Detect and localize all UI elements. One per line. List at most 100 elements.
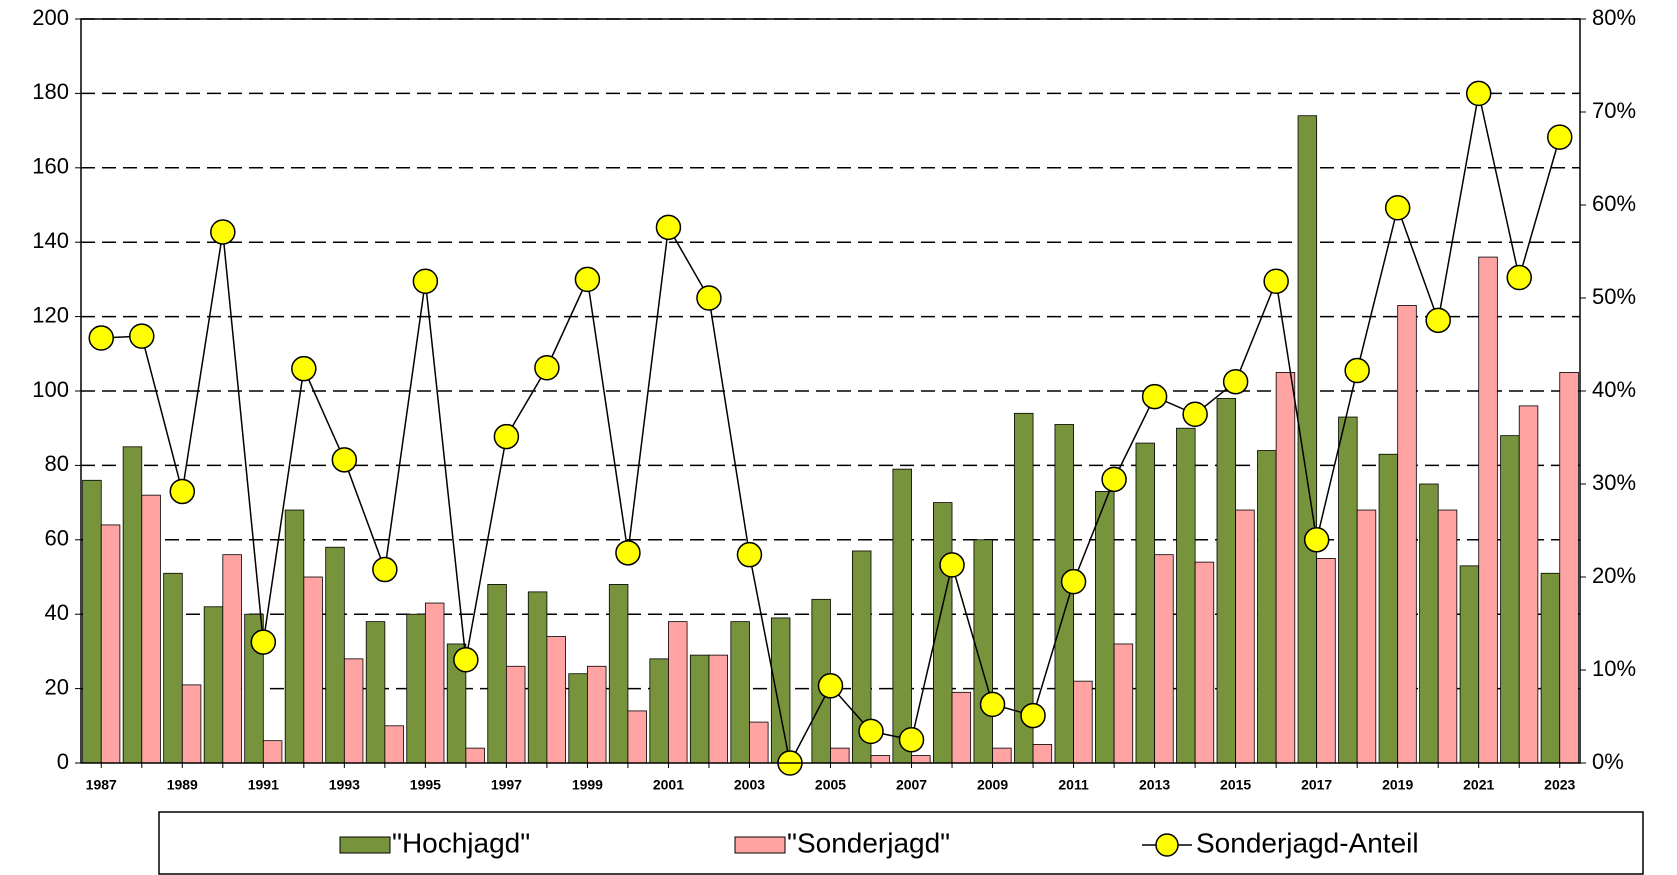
bar	[1356, 509, 1377, 764]
bar	[689, 654, 710, 764]
marker	[210, 219, 236, 245]
marker	[129, 323, 155, 349]
marker	[1141, 383, 1168, 410]
marker	[88, 325, 115, 351]
bar	[1419, 483, 1439, 764]
bar	[627, 710, 647, 764]
x-tick-label: 1999	[572, 777, 603, 793]
x-tick-label: 2009	[977, 777, 1008, 793]
bar	[830, 747, 850, 764]
bar	[122, 446, 143, 764]
bar	[1073, 680, 1093, 764]
y-tick-label: 160	[32, 154, 69, 179]
marker	[412, 268, 439, 295]
bar	[100, 524, 121, 764]
bar	[465, 747, 485, 764]
marker	[574, 266, 601, 293]
x-tick-label: 1993	[329, 777, 360, 793]
legend-label: "Hochjagd"	[392, 827, 530, 858]
y-tick-label: 0	[57, 749, 69, 774]
y2-tick-label: 40%	[1592, 377, 1636, 402]
bar	[1397, 305, 1417, 764]
marker	[696, 285, 722, 311]
bar	[546, 636, 566, 764]
marker	[1465, 80, 1492, 107]
y-tick-label: 100	[32, 377, 69, 402]
y2-tick-label: 20%	[1592, 563, 1636, 588]
bar	[587, 665, 607, 764]
bar	[1095, 491, 1115, 764]
bar	[1176, 427, 1196, 764]
marker	[1263, 268, 1289, 295]
x-tick-label: 1997	[491, 777, 522, 793]
bar	[1540, 572, 1561, 764]
x-tick-label: 2005	[815, 777, 846, 793]
marker	[939, 552, 965, 578]
x-tick-label: 2003	[734, 777, 765, 793]
x-tick-label: 1987	[86, 777, 117, 793]
bar	[325, 546, 345, 764]
bar	[284, 509, 305, 764]
marker	[1101, 466, 1127, 493]
bar	[1154, 554, 1174, 764]
bar	[1378, 453, 1399, 764]
marker	[250, 629, 277, 655]
y2-tick-label: 80%	[1592, 5, 1636, 30]
bar	[951, 691, 972, 764]
x-tick-label: 1995	[410, 777, 441, 793]
y-tick-label: 140	[32, 228, 69, 253]
bar	[608, 584, 629, 764]
bar	[870, 755, 891, 764]
marker	[817, 673, 844, 699]
bar	[1032, 744, 1053, 764]
bar	[384, 725, 404, 764]
marker	[858, 718, 884, 745]
bar	[1235, 509, 1255, 764]
y2-tick-label: 30%	[1592, 470, 1636, 495]
marker	[898, 727, 925, 753]
bar	[1559, 371, 1579, 764]
bar	[141, 494, 161, 764]
legend-label: Sonderjagd-Anteil	[1196, 827, 1419, 858]
plot-frame	[80, 18, 1581, 764]
bar	[1338, 416, 1358, 764]
bar	[1500, 435, 1520, 764]
marker	[1303, 527, 1330, 553]
marker	[453, 647, 479, 673]
marker	[655, 214, 682, 241]
bar	[262, 740, 283, 764]
y2-tick-label: 60%	[1592, 191, 1636, 216]
bar	[1135, 442, 1156, 764]
bar	[770, 617, 791, 764]
bar	[406, 613, 426, 764]
legend-label: "Sonderjagd"	[787, 827, 950, 858]
bar	[911, 755, 931, 764]
legend-marker	[1155, 833, 1179, 857]
bar	[203, 606, 224, 764]
marker	[534, 355, 560, 381]
bar	[1216, 398, 1237, 764]
y-tick-label: 60	[45, 526, 69, 551]
marker	[1344, 357, 1370, 384]
bar	[487, 584, 507, 764]
marker	[1020, 702, 1046, 729]
legend-swatch	[339, 836, 391, 854]
bar	[505, 665, 526, 764]
marker	[736, 541, 763, 568]
bar	[708, 654, 728, 764]
x-tick-label: 2007	[896, 777, 927, 793]
bar	[1275, 371, 1296, 764]
y2-tick-label: 70%	[1592, 98, 1636, 123]
marker	[1546, 124, 1573, 150]
x-tick-label: 1989	[167, 777, 198, 793]
bar	[163, 572, 183, 764]
bar	[992, 747, 1012, 764]
legend	[158, 811, 1644, 875]
x-tick-label: 2011	[1058, 777, 1089, 793]
bar	[1459, 565, 1480, 764]
bar	[82, 479, 102, 764]
bar	[1194, 561, 1215, 764]
marker	[291, 355, 317, 382]
x-tick-label: 1991	[248, 777, 279, 793]
